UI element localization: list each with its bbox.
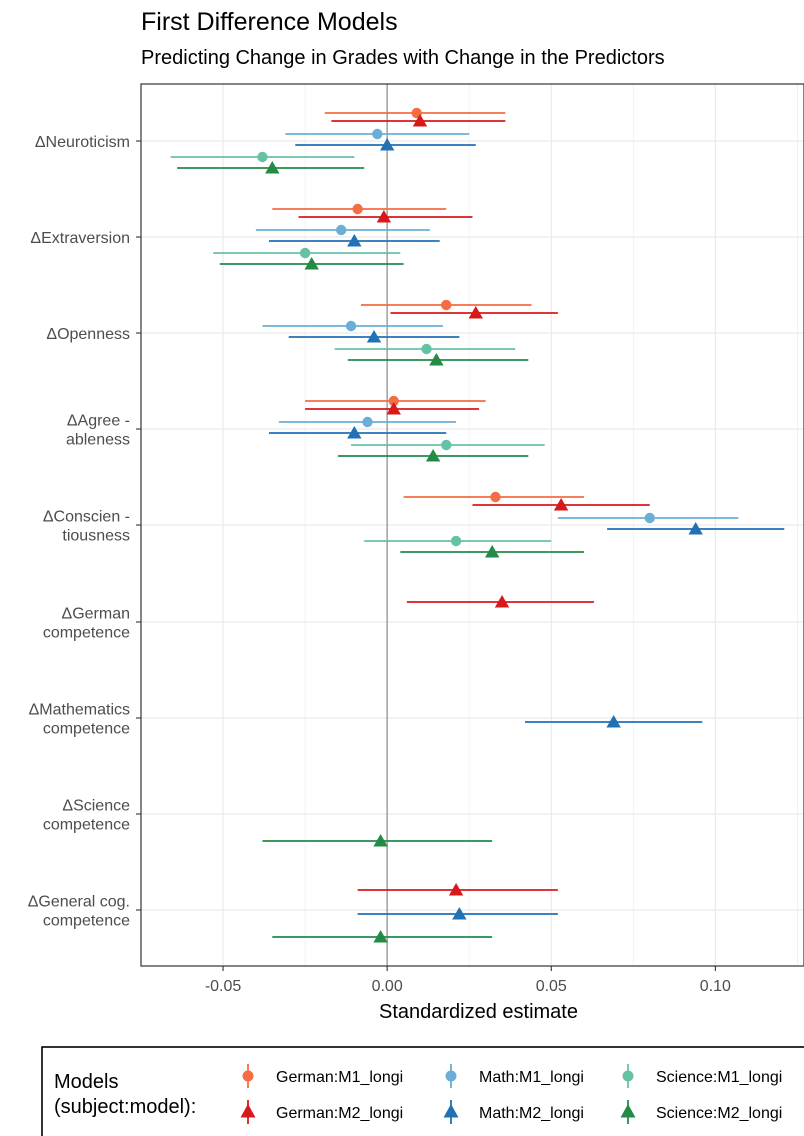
point-science-m2-longi: [484, 545, 500, 558]
point-science-m2-longi: [429, 353, 444, 366]
point-german-m2-longi: [386, 402, 401, 415]
legend-key-science-m2-longi: [620, 1104, 636, 1118]
y-tick-label-line: competence: [43, 721, 130, 738]
y-tick-label-line: ΔScience: [62, 798, 130, 815]
legend-label-german-m2-longi: German:M2_longi: [276, 1105, 403, 1122]
x-tick-label: 0.00: [372, 978, 403, 995]
legend-label-math-m2-longi: Math:M2_longi: [479, 1105, 584, 1122]
point-math-m2-longi: [347, 426, 362, 439]
point-german-m2-longi: [376, 210, 392, 223]
point-science-m1-longi: [441, 439, 452, 451]
y-tick-label-line: competence: [43, 625, 130, 642]
y-tick-label-line: ΔNeuroticism: [35, 134, 130, 151]
point-german-m1-longi: [490, 491, 501, 503]
y-tick-label-line: ΔOpenness: [46, 326, 130, 343]
point-german-m2-longi: [448, 883, 464, 896]
point-math-m2-longi: [452, 907, 467, 920]
y-tick-label: ΔConscien - tiousness: [43, 509, 130, 545]
y-tick-label: ΔNeuroticism: [35, 134, 130, 151]
point-math-m1-longi: [336, 224, 347, 236]
y-tick-label-line: competence: [43, 817, 130, 834]
legend-label-science-m2-longi: Science:M2_longi: [656, 1105, 782, 1122]
legend-title: (subject:model):: [54, 1096, 196, 1118]
chart-subtitle: Predicting Change in Grades with Change …: [141, 47, 665, 69]
y-tick-label: ΔExtraversion: [30, 230, 130, 247]
y-tick-label-line: competence: [43, 913, 130, 930]
y-tick-label-line: ΔGerman: [62, 606, 130, 623]
x-tick-label: 0.10: [700, 978, 731, 995]
y-tick-label: ΔScience competence: [43, 798, 130, 834]
y-tick-label: ΔAgree - ableness: [66, 413, 130, 449]
point-math-m2-longi: [606, 715, 621, 728]
point-math-m1-longi: [345, 320, 357, 332]
point-science-m2-longi: [265, 161, 280, 174]
point-german-m2-longi: [494, 595, 510, 608]
point-science-m2-longi: [373, 834, 388, 847]
point-math-m1-longi: [372, 128, 383, 140]
chart-title: First Difference Models: [141, 8, 398, 36]
point-science-m2-longi: [304, 257, 319, 270]
point-math-m2-longi: [366, 330, 382, 343]
point-science-m2-longi: [373, 930, 388, 943]
legend-label-math-m1-longi: Math:M1_longi: [479, 1069, 584, 1086]
point-math-m2-longi: [347, 234, 362, 247]
point-science-m1-longi: [257, 151, 268, 163]
y-tick-label-line: ΔGeneral cog.: [28, 894, 130, 911]
legend-key-german-m1-longi: [242, 1070, 254, 1082]
legend-key-german-m2-longi: [240, 1104, 256, 1118]
point-math-m2-longi: [379, 138, 395, 151]
y-tick-label-line: ΔExtraversion: [30, 230, 130, 247]
point-german-m2-longi: [553, 498, 569, 511]
point-german-m1-longi: [352, 203, 363, 215]
point-science-m1-longi: [299, 247, 311, 259]
legend-label-science-m1-longi: Science:M1_longi: [656, 1069, 782, 1086]
x-tick-label: -0.05: [205, 978, 242, 995]
point-science-m1-longi: [450, 535, 462, 547]
y-tick-label-line: tiousness: [62, 528, 130, 545]
point-math-m1-longi: [362, 416, 373, 428]
legend-key-science-m1-longi: [622, 1070, 634, 1082]
legend-label-german-m1-longi: German:M1_longi: [276, 1069, 403, 1086]
y-tick-label: ΔOpenness: [46, 326, 130, 343]
y-tick-label-line: ΔMathematics: [29, 702, 130, 719]
x-axis-title: Standardized estimate: [379, 1001, 578, 1023]
point-german-m1-longi: [441, 299, 452, 311]
point-german-m2-longi: [412, 114, 428, 127]
y-tick-label: ΔGeneral cog. competence: [28, 894, 130, 930]
point-german-m1-longi: [388, 395, 399, 407]
point-science-m2-longi: [425, 449, 441, 462]
y-tick-label: ΔGerman competence: [43, 606, 130, 642]
legend-key-math-m1-longi: [445, 1070, 457, 1082]
point-math-m1-longi: [644, 512, 655, 524]
y-tick-label-line: ΔConscien -: [43, 509, 130, 526]
x-tick-label: 0.05: [536, 978, 567, 995]
y-tick-label-line: ΔAgree -: [67, 413, 130, 430]
y-tick-label-line: ableness: [66, 432, 130, 449]
legend-box: [41, 1046, 804, 1136]
legend-title: Models: [54, 1071, 118, 1093]
point-math-m2-longi: [688, 522, 703, 535]
point-science-m1-longi: [421, 343, 432, 355]
point-german-m2-longi: [468, 306, 483, 319]
y-tick-label: ΔMathematics competence: [29, 702, 130, 738]
legend-key-math-m2-longi: [443, 1104, 459, 1118]
